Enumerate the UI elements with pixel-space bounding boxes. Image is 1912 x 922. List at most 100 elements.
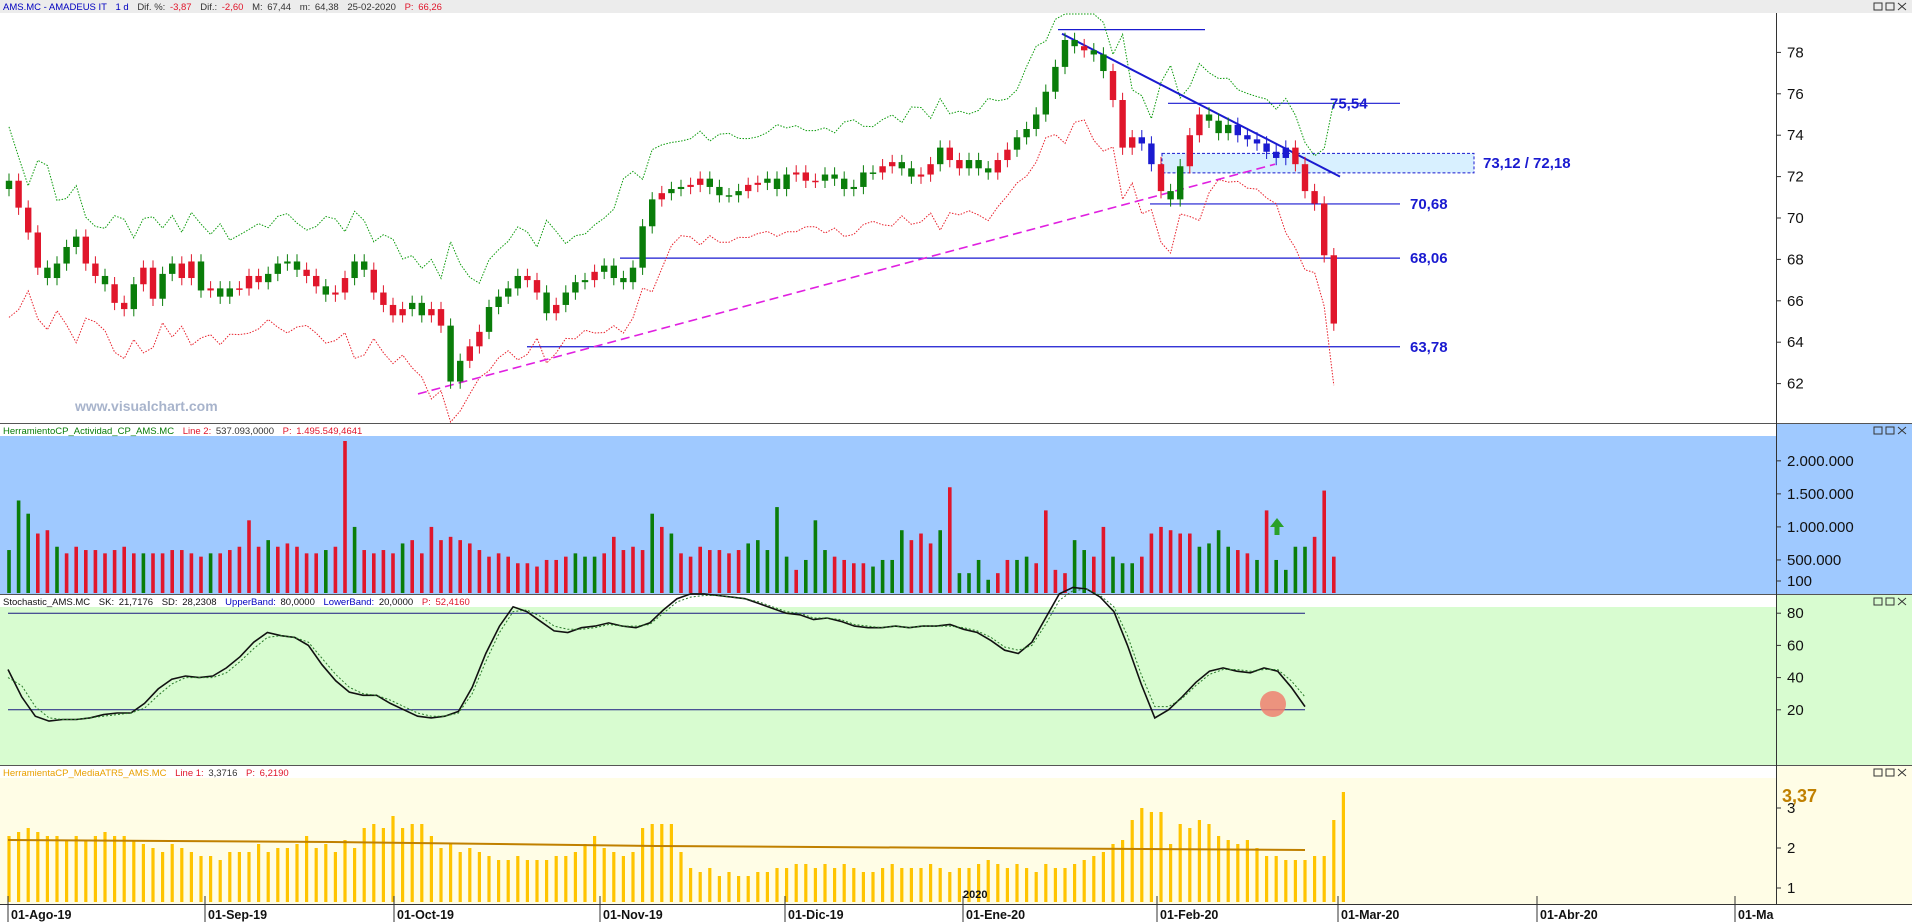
- volume-bar: [256, 546, 261, 593]
- candle-body: [1148, 143, 1155, 165]
- atr-bar: [1015, 864, 1019, 902]
- minimize-icon[interactable]: [1873, 768, 1883, 777]
- activity-title-strip: [0, 424, 1776, 436]
- header-dif-pct: -3,87: [170, 2, 192, 13]
- candle: [629, 260, 637, 290]
- volume-bar: [1303, 546, 1307, 593]
- candle-body: [1205, 114, 1213, 121]
- window-controls-price[interactable]: [1873, 2, 1907, 11]
- candle: [73, 229, 80, 255]
- candle-body: [1061, 39, 1069, 67]
- volume-bar: [756, 540, 760, 593]
- candle-body: [1273, 151, 1280, 158]
- atr-bar: [900, 868, 904, 902]
- candle: [1157, 156, 1165, 199]
- volume-bar: [285, 543, 290, 593]
- candle-body: [505, 288, 512, 297]
- candle: [1273, 144, 1280, 166]
- candle: [159, 266, 166, 306]
- atr-bar: [74, 836, 78, 902]
- x-tick-label: 01-Oct-19: [397, 908, 454, 922]
- candle-body: [975, 160, 982, 169]
- candle-body: [764, 178, 771, 183]
- atr-bar: [362, 828, 366, 902]
- close-icon[interactable]: [1897, 768, 1907, 777]
- candle-body: [485, 307, 493, 332]
- candle: [1225, 117, 1232, 141]
- atr-bar: [698, 872, 702, 902]
- y-tick-label: 1.000.000: [1787, 519, 1854, 536]
- y-tick-label: 64: [1787, 334, 1804, 351]
- volume-bar: [631, 546, 635, 593]
- candle: [34, 225, 41, 275]
- atr-bar: [113, 836, 117, 902]
- minimize-icon[interactable]: [1873, 2, 1883, 11]
- volume-bar: [535, 566, 539, 593]
- maximize-icon[interactable]: [1885, 2, 1895, 11]
- candle-body: [428, 309, 435, 316]
- volume-bar: [141, 553, 146, 593]
- lower-band-line: [8, 119, 1335, 424]
- candle-body: [793, 172, 800, 175]
- volume-bar: [314, 553, 318, 593]
- close-icon[interactable]: [1897, 597, 1907, 606]
- volume-bar: [698, 546, 702, 593]
- candle: [245, 268, 253, 296]
- maximize-icon[interactable]: [1885, 597, 1895, 606]
- candle-body: [178, 263, 185, 279]
- candle-body: [1013, 137, 1021, 150]
- candle-body: [418, 302, 425, 316]
- candle-body: [313, 275, 320, 287]
- atr-bar: [26, 828, 30, 902]
- candle-body: [802, 172, 809, 181]
- atr-bar: [1293, 860, 1297, 902]
- minimize-icon[interactable]: [1873, 597, 1883, 606]
- volume-bar: [189, 553, 194, 593]
- y-tick-label: 3: [1787, 800, 1795, 817]
- stochastic-p-value: 52,4160: [435, 597, 469, 608]
- atr-bar: [180, 848, 184, 902]
- candle-body: [1311, 191, 1318, 204]
- atr-bar: [1159, 812, 1163, 902]
- volume-bar: [1322, 490, 1326, 593]
- atr-title: HerramientaCP_MediaATR5_AMS.MC: [3, 768, 167, 779]
- volume-bar: [36, 533, 40, 593]
- volume-bar: [1178, 533, 1182, 593]
- close-icon[interactable]: [1897, 426, 1907, 435]
- maximize-icon[interactable]: [1885, 426, 1895, 435]
- volume-bar: [602, 553, 606, 593]
- candle: [63, 239, 70, 271]
- close-icon[interactable]: [1897, 2, 1907, 11]
- maximize-icon[interactable]: [1885, 768, 1895, 777]
- candle-body: [1119, 100, 1126, 148]
- candle: [149, 260, 157, 306]
- window-controls-stochastic[interactable]: [1873, 597, 1907, 606]
- candle-body: [754, 182, 761, 185]
- candle-body: [1042, 91, 1049, 115]
- window-controls-atr[interactable]: [1873, 768, 1907, 777]
- candle-body: [255, 275, 262, 283]
- candle-body: [908, 168, 915, 177]
- candle-body: [380, 292, 387, 305]
- x-tick-label: 01-Feb-20: [1160, 908, 1218, 922]
- candle: [1129, 130, 1136, 155]
- atr-bar: [881, 868, 885, 902]
- activity-panel: 500.000 1.000.000 1.500.000 2.000.000: [7, 441, 1854, 593]
- candle: [188, 254, 195, 286]
- minimize-icon[interactable]: [1873, 426, 1883, 435]
- volume-bar: [64, 553, 69, 593]
- volume-bar: [688, 556, 693, 593]
- candle: [533, 272, 541, 300]
- candle: [82, 229, 89, 271]
- candle: [5, 173, 13, 197]
- candle: [255, 268, 262, 290]
- volume-bar: [170, 550, 174, 593]
- atr-bar: [314, 848, 318, 902]
- candle-body: [1167, 191, 1174, 200]
- atr-bar: [756, 872, 760, 902]
- candle: [140, 260, 147, 292]
- y-tick-label: 74: [1787, 127, 1804, 144]
- window-controls-activity[interactable]: [1873, 426, 1907, 435]
- candle-body: [5, 180, 13, 190]
- atr-bar: [247, 852, 251, 902]
